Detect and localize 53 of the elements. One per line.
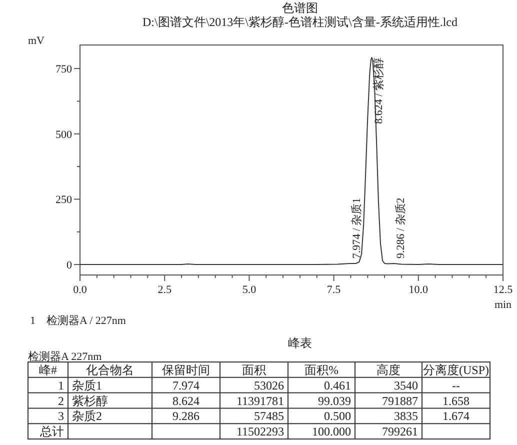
text: 791887 xyxy=(382,394,418,408)
text: 1 xyxy=(58,378,64,392)
y-tick-label: 0 xyxy=(66,260,72,272)
text: 3835 xyxy=(394,409,418,424)
text: 57485 xyxy=(254,409,284,424)
chart-title: 色谱图 xyxy=(282,1,318,15)
text: 53026 xyxy=(254,378,284,392)
y-axis-title: mV xyxy=(28,35,45,47)
text: 0.500 xyxy=(324,409,351,424)
annotation: 7.974 / 杂质1 xyxy=(350,198,363,259)
x-tick-label: 5.0 xyxy=(242,284,257,296)
text: 3 xyxy=(58,409,64,424)
text: 检测器A 227nm xyxy=(28,351,102,363)
text: 1.674 xyxy=(442,409,470,424)
chart-subtitle: D:\图谱文件\2013年\紫杉醇-色谱柱测试\含量-系统适用性.lcd xyxy=(142,15,458,29)
text: 峰# xyxy=(39,363,57,377)
text: 杂质1 xyxy=(72,378,102,392)
annotation: 8.624 / 紫杉醇 xyxy=(372,58,385,124)
text: 1 检测器A / 227nm xyxy=(30,315,126,327)
text: 100.000 xyxy=(312,424,351,439)
text: 799261 xyxy=(382,424,418,439)
line-series xyxy=(80,57,504,266)
x-tick-label: 12.5 xyxy=(493,284,514,296)
text: 化合物名 xyxy=(86,363,134,377)
text: 11502293 xyxy=(236,424,284,439)
x-tick-label: 0.0 xyxy=(73,284,88,296)
x-axis-title: min xyxy=(494,299,512,311)
text: 0.461 xyxy=(324,378,351,392)
annotation: 9.286 / 杂质2 xyxy=(394,198,408,259)
text: 高度 xyxy=(376,363,400,377)
y-tick-label: 750 xyxy=(56,64,72,76)
x-tick-label: 10.0 xyxy=(408,284,429,296)
text: -- xyxy=(452,378,460,392)
text: 1.658 xyxy=(442,394,470,408)
y-tick-label: 250 xyxy=(56,194,72,206)
x-tick-label: 2.5 xyxy=(158,284,172,296)
text: 峰表 xyxy=(288,336,312,350)
text: 99.039 xyxy=(318,394,351,408)
text: 杂质2 xyxy=(72,409,102,424)
text: 9.286 xyxy=(172,409,200,424)
text: 保留时间 xyxy=(162,363,210,377)
text: 分离度(USP) xyxy=(422,363,490,377)
text: 3540 xyxy=(394,378,418,392)
text: 8.624 xyxy=(172,394,200,408)
text: 2 xyxy=(58,394,64,408)
text: 11391781 xyxy=(236,394,284,408)
x-tick-label: 7.5 xyxy=(326,284,342,296)
text: 紫杉醇 xyxy=(72,394,108,408)
y-tick-label: 500 xyxy=(56,128,72,141)
text: 面积% xyxy=(304,363,338,377)
text: 7.974 xyxy=(172,378,200,392)
text: 总计 xyxy=(39,424,64,439)
text: 面积 xyxy=(242,363,266,377)
